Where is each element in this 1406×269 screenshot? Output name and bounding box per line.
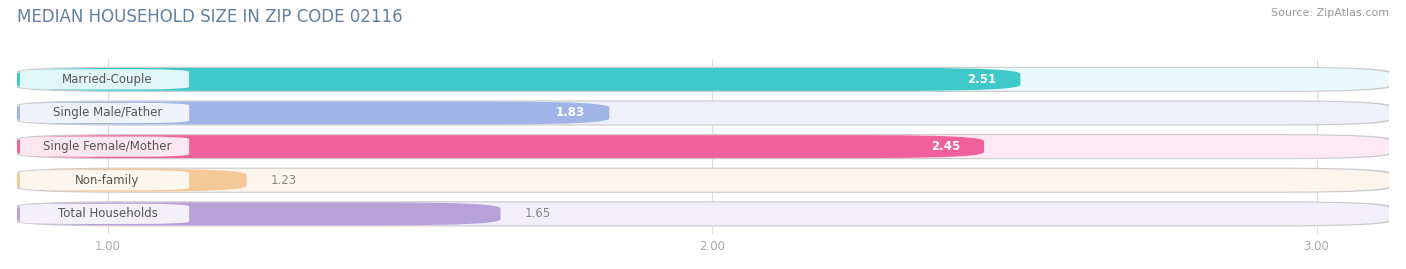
FancyBboxPatch shape	[17, 135, 1389, 158]
FancyBboxPatch shape	[17, 68, 1389, 91]
FancyBboxPatch shape	[14, 202, 1392, 226]
Text: Married-Couple: Married-Couple	[62, 73, 153, 86]
Text: MEDIAN HOUSEHOLD SIZE IN ZIP CODE 02116: MEDIAN HOUSEHOLD SIZE IN ZIP CODE 02116	[17, 8, 402, 26]
FancyBboxPatch shape	[17, 135, 984, 158]
Text: Non-family: Non-family	[76, 174, 139, 187]
FancyBboxPatch shape	[17, 169, 1389, 192]
FancyBboxPatch shape	[20, 170, 190, 190]
FancyBboxPatch shape	[17, 101, 609, 124]
FancyBboxPatch shape	[17, 68, 1021, 91]
FancyBboxPatch shape	[14, 135, 1392, 158]
Text: 2.51: 2.51	[967, 73, 997, 86]
FancyBboxPatch shape	[20, 204, 190, 224]
FancyBboxPatch shape	[20, 136, 190, 157]
Text: 2.45: 2.45	[931, 140, 960, 153]
FancyBboxPatch shape	[14, 68, 1392, 91]
FancyBboxPatch shape	[14, 168, 1392, 192]
FancyBboxPatch shape	[17, 202, 1389, 225]
FancyBboxPatch shape	[17, 202, 501, 225]
Text: Source: ZipAtlas.com: Source: ZipAtlas.com	[1271, 8, 1389, 18]
FancyBboxPatch shape	[17, 101, 1389, 124]
FancyBboxPatch shape	[20, 103, 190, 123]
Text: 1.23: 1.23	[271, 174, 297, 187]
FancyBboxPatch shape	[20, 69, 190, 89]
FancyBboxPatch shape	[14, 101, 1392, 125]
Text: Single Male/Father: Single Male/Father	[53, 107, 162, 119]
FancyBboxPatch shape	[17, 169, 246, 192]
Text: Single Female/Mother: Single Female/Mother	[44, 140, 172, 153]
Text: 1.83: 1.83	[555, 107, 585, 119]
Text: 1.65: 1.65	[524, 207, 551, 220]
Text: Total Households: Total Households	[58, 207, 157, 220]
